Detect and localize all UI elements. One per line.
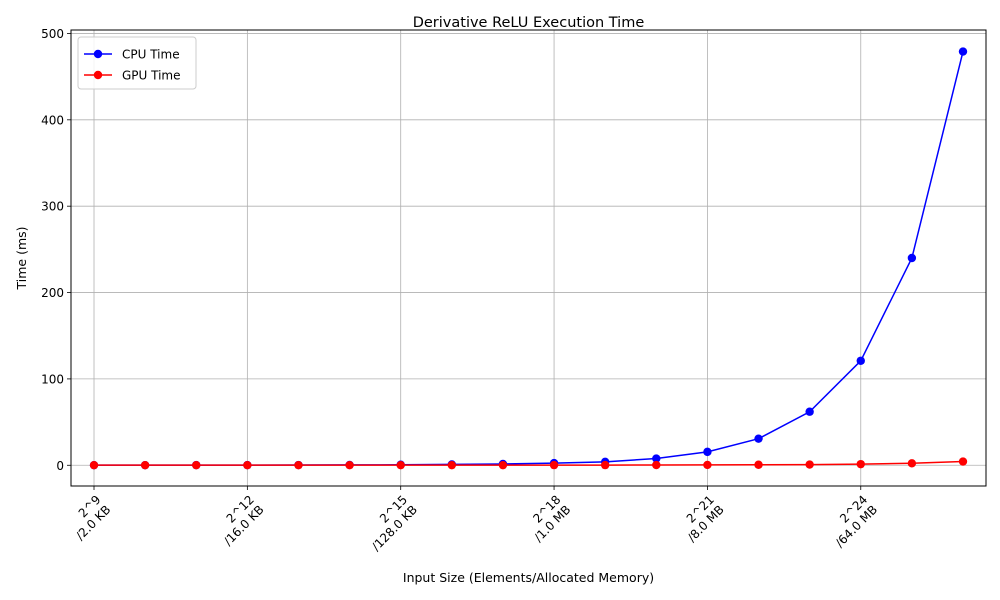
legend-marker-cpu-time [93,49,103,59]
plot-frame [70,29,987,487]
data-point-cpu-time [958,47,968,56]
legend: CPU Time GPU Time [77,36,197,90]
data-point-gpu-time [140,460,150,470]
y-axis-label: Time (ms) [14,226,29,290]
y-tick-label: 500 [41,27,64,41]
data-point-cpu-time [652,454,661,463]
y-tick-label: 400 [41,113,64,127]
data-point-gpu-time [856,459,865,469]
legend-label-cpu-time: CPU Time [122,48,180,62]
data-point-gpu-time [549,460,559,470]
data-point-gpu-time [805,460,814,469]
legend-label-gpu-time: GPU Time [122,69,181,83]
x-axis-label: Input Size (Elements/Allocated Memory) [403,570,654,585]
data-point-gpu-time [958,457,968,466]
grid [71,30,986,486]
data-point-gpu-time [89,460,99,470]
legend-marker-gpu-time [93,70,103,80]
data-point-gpu-time [294,460,303,470]
data-point-gpu-time [396,460,405,470]
series-gpu-time [89,457,968,470]
data-point-gpu-time [498,460,508,470]
y-tick-label: 0 [56,459,64,473]
data-point-gpu-time [754,460,763,469]
data-point-cpu-time [907,253,917,263]
data-point-gpu-time [703,460,712,470]
data-point-gpu-time [192,460,201,470]
data-point-cpu-time [856,356,865,365]
data-point-cpu-time [703,447,712,457]
series-layer [89,47,968,470]
data-point-gpu-time [447,460,457,470]
y-tick-label: 100 [41,372,64,386]
data-point-cpu-time [805,407,814,416]
chart-title: Derivative ReLU Execution Time [413,15,645,31]
y-tick-label: 300 [41,200,64,214]
data-point-gpu-time [652,460,661,470]
legend-box [77,36,197,90]
data-point-gpu-time [243,460,252,470]
data-point-cpu-time [754,434,763,443]
series-line-gpu-time [94,460,964,466]
y-axis-ticks: 0 100 200 300 400 500 [41,27,71,473]
data-point-gpu-time [345,460,354,470]
data-point-gpu-time [600,460,610,470]
data-point-gpu-time [907,459,917,468]
y-tick-label: 200 [41,286,64,300]
